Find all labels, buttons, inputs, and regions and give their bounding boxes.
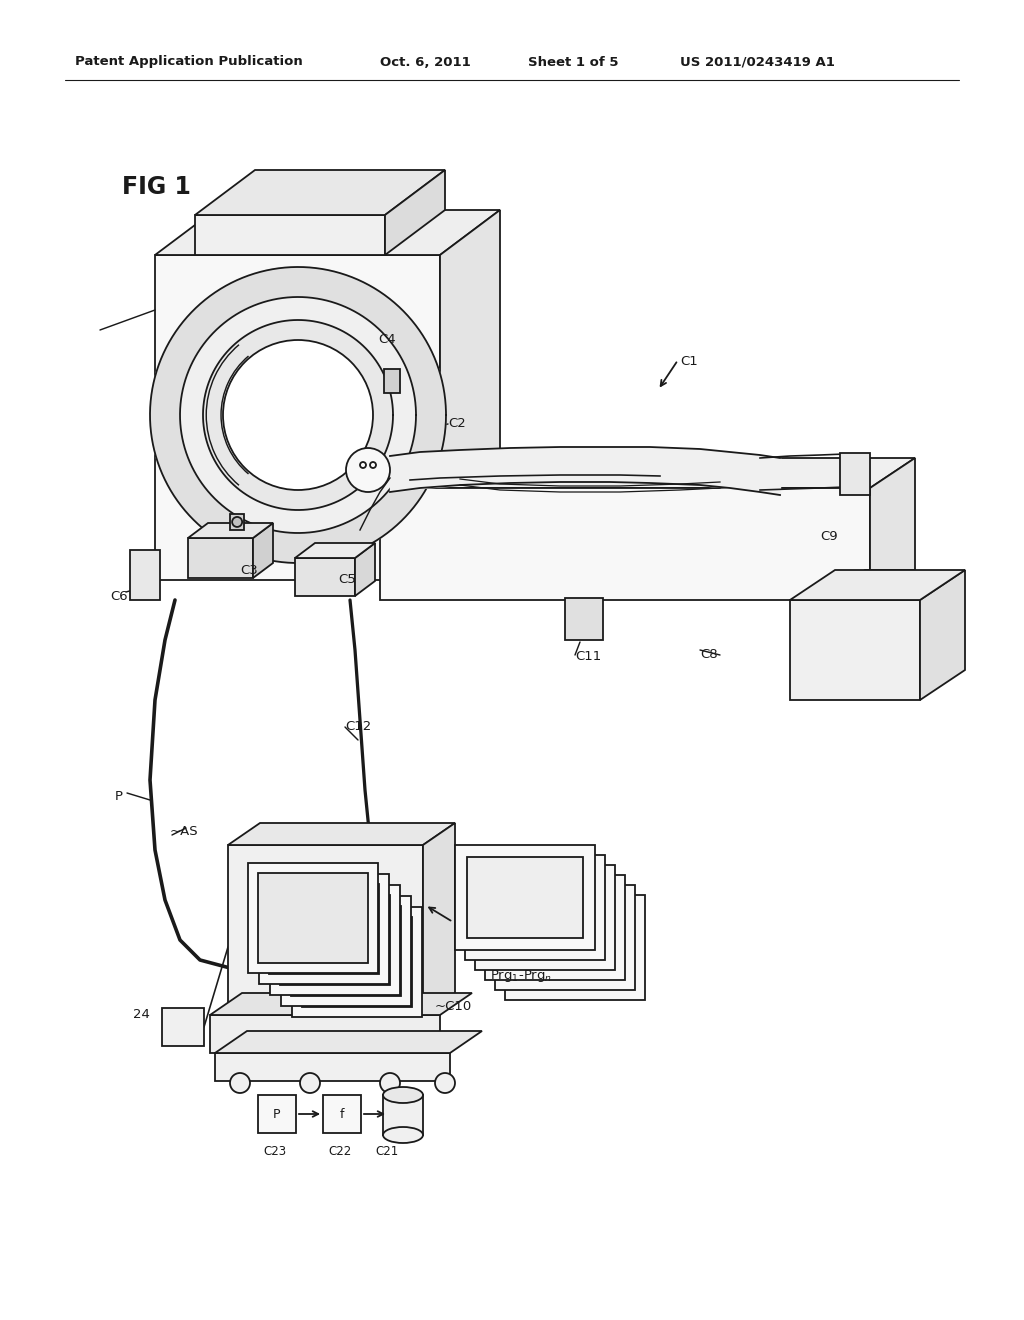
- Polygon shape: [355, 543, 375, 597]
- Text: Prg$_1$-Prg$_n$: Prg$_1$-Prg$_n$: [490, 968, 552, 983]
- Polygon shape: [384, 368, 400, 392]
- Polygon shape: [180, 297, 416, 533]
- Polygon shape: [281, 896, 411, 1006]
- Text: Patent Application Publication: Patent Application Publication: [75, 55, 303, 69]
- Polygon shape: [269, 884, 379, 974]
- Polygon shape: [228, 822, 455, 845]
- Text: FIG 1: FIG 1: [122, 176, 190, 199]
- Polygon shape: [920, 570, 965, 700]
- Polygon shape: [455, 845, 595, 950]
- Text: C5: C5: [338, 573, 355, 586]
- Polygon shape: [195, 215, 385, 255]
- Text: f: f: [340, 1109, 344, 1122]
- Text: Oct. 6, 2011: Oct. 6, 2011: [380, 55, 471, 69]
- Circle shape: [230, 1073, 250, 1093]
- Polygon shape: [487, 876, 603, 958]
- Polygon shape: [870, 458, 915, 601]
- Text: Sheet 1 of 5: Sheet 1 of 5: [528, 55, 618, 69]
- Circle shape: [435, 1073, 455, 1093]
- Polygon shape: [130, 550, 160, 601]
- Circle shape: [380, 1073, 400, 1093]
- Text: C6: C6: [110, 590, 128, 603]
- Text: C21: C21: [375, 1144, 398, 1158]
- Polygon shape: [195, 170, 445, 215]
- Polygon shape: [465, 855, 605, 960]
- Circle shape: [232, 517, 242, 527]
- Polygon shape: [840, 453, 870, 495]
- Polygon shape: [258, 873, 368, 964]
- Polygon shape: [790, 570, 965, 601]
- Polygon shape: [380, 458, 915, 488]
- Polygon shape: [280, 895, 390, 985]
- Polygon shape: [162, 1008, 204, 1045]
- Text: C3: C3: [240, 564, 258, 577]
- Polygon shape: [497, 887, 613, 968]
- Text: 24: 24: [133, 1008, 150, 1020]
- Polygon shape: [385, 170, 445, 255]
- Polygon shape: [323, 1096, 361, 1133]
- Ellipse shape: [383, 1127, 423, 1143]
- Text: P: P: [115, 789, 123, 803]
- Polygon shape: [230, 513, 244, 529]
- Circle shape: [346, 447, 390, 492]
- Polygon shape: [270, 884, 400, 995]
- Polygon shape: [517, 907, 633, 987]
- Polygon shape: [203, 319, 393, 510]
- Polygon shape: [505, 895, 645, 1001]
- Text: P: P: [273, 1109, 281, 1122]
- Polygon shape: [485, 875, 625, 979]
- Text: ~C10: ~C10: [435, 1001, 472, 1012]
- Polygon shape: [440, 210, 500, 579]
- Text: ~AS: ~AS: [170, 825, 199, 838]
- Polygon shape: [507, 898, 623, 978]
- Ellipse shape: [383, 1086, 423, 1104]
- Polygon shape: [790, 601, 920, 700]
- Polygon shape: [467, 857, 583, 939]
- Polygon shape: [150, 267, 446, 564]
- Polygon shape: [188, 539, 253, 578]
- Text: C9: C9: [820, 531, 838, 543]
- Polygon shape: [291, 906, 401, 997]
- Text: C2: C2: [449, 417, 466, 430]
- Polygon shape: [292, 907, 422, 1016]
- Text: C22: C22: [328, 1144, 351, 1158]
- Text: C12: C12: [345, 719, 372, 733]
- Text: C8: C8: [700, 648, 718, 661]
- Polygon shape: [380, 488, 870, 601]
- Text: C11: C11: [575, 649, 601, 663]
- Circle shape: [223, 341, 373, 490]
- Polygon shape: [210, 1015, 440, 1053]
- Text: US 2011/0243419 A1: US 2011/0243419 A1: [680, 55, 835, 69]
- Polygon shape: [820, 570, 915, 601]
- Polygon shape: [215, 1053, 450, 1081]
- Polygon shape: [475, 865, 615, 970]
- Polygon shape: [188, 523, 273, 539]
- Polygon shape: [423, 822, 455, 1015]
- Text: C4: C4: [378, 333, 395, 346]
- Text: C1: C1: [680, 355, 697, 368]
- Polygon shape: [248, 863, 378, 973]
- Polygon shape: [302, 917, 412, 1007]
- Polygon shape: [215, 1031, 482, 1053]
- Polygon shape: [495, 884, 635, 990]
- Bar: [383, 1096, 423, 1135]
- Polygon shape: [258, 1096, 296, 1133]
- Polygon shape: [295, 558, 355, 597]
- Polygon shape: [477, 867, 593, 948]
- Text: C23: C23: [263, 1144, 286, 1158]
- Polygon shape: [295, 543, 375, 558]
- Polygon shape: [228, 845, 423, 1015]
- Polygon shape: [259, 874, 389, 983]
- Polygon shape: [155, 210, 500, 255]
- Polygon shape: [155, 255, 440, 579]
- Circle shape: [300, 1073, 319, 1093]
- Polygon shape: [253, 523, 273, 578]
- Polygon shape: [223, 341, 373, 490]
- Polygon shape: [210, 993, 472, 1015]
- Polygon shape: [565, 598, 603, 640]
